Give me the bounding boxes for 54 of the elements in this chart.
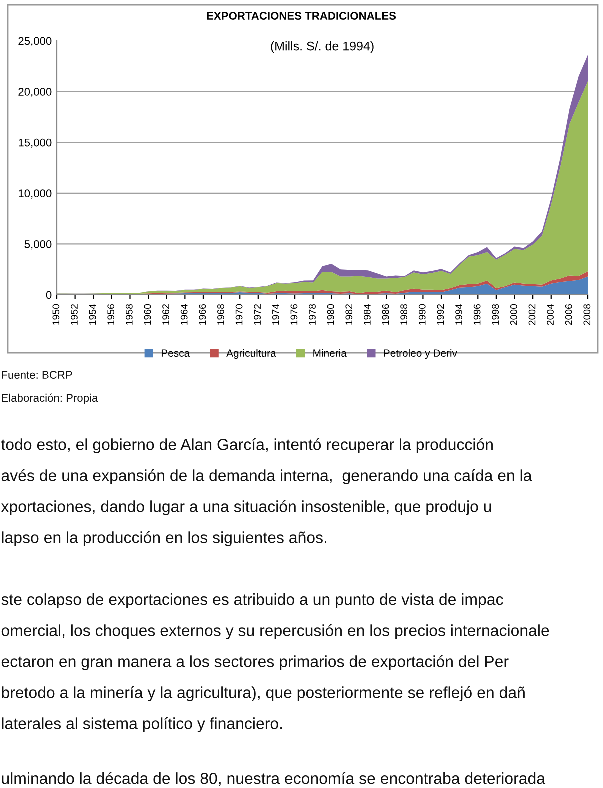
- x-tick-label: 1984: [364, 304, 371, 325]
- x-tick-label: 2004: [547, 304, 554, 326]
- x-tick-label: 1986: [382, 304, 390, 325]
- x-tick-label: 1956: [108, 304, 115, 325]
- text: avés de una expansión de la demanda interna, generando una caída en la: [2, 469, 532, 485]
- x-tick-label: 1960: [144, 304, 152, 325]
- text: lapso en la producción en los siguientes años.: [2, 531, 327, 547]
- y-tick-label: 5,000: [24, 240, 52, 250]
- x-tick-label: 2006: [565, 304, 572, 326]
- y-tick-label: 25,000: [18, 37, 52, 46]
- text: xportaciones, dando lugar a una situación insostenible, que produjo u: [1, 500, 492, 516]
- x-tick-label: 2000: [510, 304, 518, 326]
- x-tick-label: 1962: [162, 304, 170, 325]
- x-tick-label: 1954: [89, 304, 96, 325]
- text: ulminando la década de los 80, nuestra economía se encontraba deteriorada: [2, 772, 546, 786]
- legend-label: Petroleo y Deriv: [384, 349, 458, 360]
- y-tick-label: 10,000: [19, 190, 52, 199]
- x-tick-label: 1952: [71, 304, 78, 325]
- x-tick-label: 2002: [528, 304, 536, 326]
- text: omercial, los choques externos y su repercusión en los precios internacionale: [2, 624, 550, 640]
- x-tick-label: 1972: [254, 304, 262, 325]
- text: ste colapso de exportaciones es atribuido a un punto de vista de impac: [2, 594, 504, 608]
- y-tick-label: 15,000: [19, 138, 52, 148]
- y-tick-label: 0: [46, 291, 52, 300]
- x-tick-label: 1990: [418, 304, 426, 325]
- x-tick-label: 1992: [437, 304, 444, 325]
- legend-label: Agricultura: [226, 349, 276, 360]
- source-note: Fuente: BCRP: [2, 371, 72, 379]
- x-tick-label: 1950: [52, 304, 60, 325]
- x-tick-label: 1976: [290, 304, 298, 325]
- x-tick-label: 1970: [236, 304, 243, 325]
- legend-label: Pesca: [162, 350, 190, 358]
- x-tick-label: 1988: [400, 304, 408, 325]
- x-tick-label: 1968: [218, 304, 224, 325]
- x-tick-label: 1994: [456, 304, 462, 325]
- x-tick-label: 1980: [327, 304, 334, 325]
- text: todo esto, el gobierno de Alan García, intentó recuperar la producción: [1, 438, 493, 454]
- x-tick-label: 1964: [180, 304, 188, 325]
- chart-title: EXPORTACIONES TRADICIONALES: [207, 12, 396, 20]
- x-tick-label: 1966: [199, 304, 206, 325]
- x-tick-label: 1978: [309, 304, 316, 325]
- x-tick-label: 1974: [272, 304, 280, 325]
- x-tick-label: 1998: [492, 304, 500, 325]
- text: laterales al sistema político y financiero.: [2, 717, 282, 733]
- x-tick-label: 1982: [346, 304, 353, 325]
- x-tick-label: 2008: [584, 304, 591, 326]
- y-tick-label: 20,000: [18, 88, 52, 98]
- text: ectaron en gran manera a los sectores primarios de exportación del Per: [2, 655, 509, 671]
- x-tick-label: 1996: [474, 304, 481, 325]
- text: Elaboración: Propia: [2, 394, 98, 404]
- legend-label: Mineria: [314, 349, 347, 358]
- x-tick-label: 1958: [126, 304, 133, 325]
- chart-subtitle: (Mills. S/. de 1994): [271, 42, 374, 54]
- text: bretodo a la minería y la agricultura), que posteriormente se reflejó en dañ: [2, 686, 525, 702]
